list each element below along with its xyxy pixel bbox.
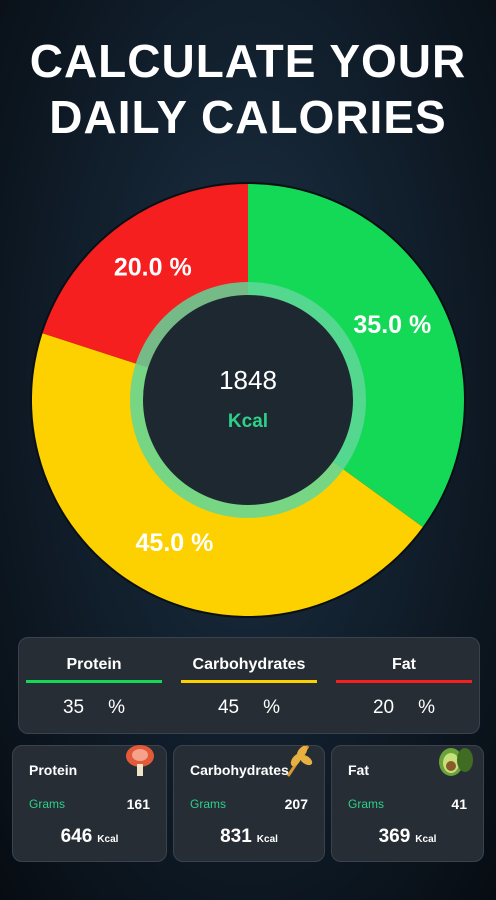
summary-unit: % <box>418 697 436 718</box>
inner-hole <box>143 295 353 505</box>
kcal-unit: Kcal <box>415 834 437 845</box>
summary-value: 45 <box>217 697 240 718</box>
kcal-value: 831 <box>220 826 252 847</box>
grams-label: Grams <box>190 797 226 811</box>
grams-value: 41 <box>451 796 467 812</box>
slice-label: 45.0 % <box>136 529 214 557</box>
grams-value: 161 <box>126 796 150 812</box>
summary-bar <box>26 680 162 683</box>
summary-name: Fat <box>392 656 416 673</box>
card-title: Protein <box>29 762 78 778</box>
summary-column: Fat 20% <box>329 638 479 733</box>
summary-name: Protein <box>66 656 122 673</box>
macro-card: Fat Grams 41 369 Kcal <box>331 745 484 862</box>
center-label: Kcal <box>228 411 268 432</box>
kcal-unit: Kcal <box>97 834 119 845</box>
summary-unit: % <box>108 697 126 718</box>
summary-unit: % <box>263 697 281 718</box>
grams-label: Grams <box>348 797 384 811</box>
summary-column: Protein 35% <box>19 638 169 733</box>
meat-icon <box>126 745 154 776</box>
wheat-icon <box>286 745 313 777</box>
summary-bar <box>181 680 317 683</box>
summary-value: 35 <box>62 697 85 718</box>
title-line: CALCULATE YOUR <box>29 35 467 87</box>
slice-label: 35.0 % <box>353 311 431 339</box>
summary-bar <box>336 680 472 683</box>
title-line: DAILY CALORIES <box>49 91 447 143</box>
summary-name: Carbohydrates <box>192 656 306 673</box>
card-title: Carbohydrates <box>190 762 289 778</box>
donut-chart: 35.0 % 45.0 % 20.0 % 1848 Kcal <box>30 182 466 618</box>
kcal-value: 369 <box>378 826 411 847</box>
kcal-unit: Kcal <box>256 834 278 845</box>
avocado-icon <box>439 748 473 776</box>
slice-label: 20.0 % <box>114 254 192 282</box>
summary-column: Carbohydrates 45% <box>174 638 324 733</box>
macro-summary: Protein 35% Carbohydrates 45% Fat 20% <box>18 637 480 734</box>
kcal-value: 646 <box>60 826 93 847</box>
card-title: Fat <box>348 762 369 778</box>
grams-label: Grams <box>29 797 65 811</box>
summary-value: 20 <box>372 697 395 718</box>
grams-value: 207 <box>284 796 308 812</box>
center-value: 1848 <box>219 365 277 395</box>
macro-card: Carbohydrates Grams 207 831 Kcal <box>173 745 325 862</box>
macro-card: Protein Grams 161 646 Kcal <box>12 745 167 862</box>
